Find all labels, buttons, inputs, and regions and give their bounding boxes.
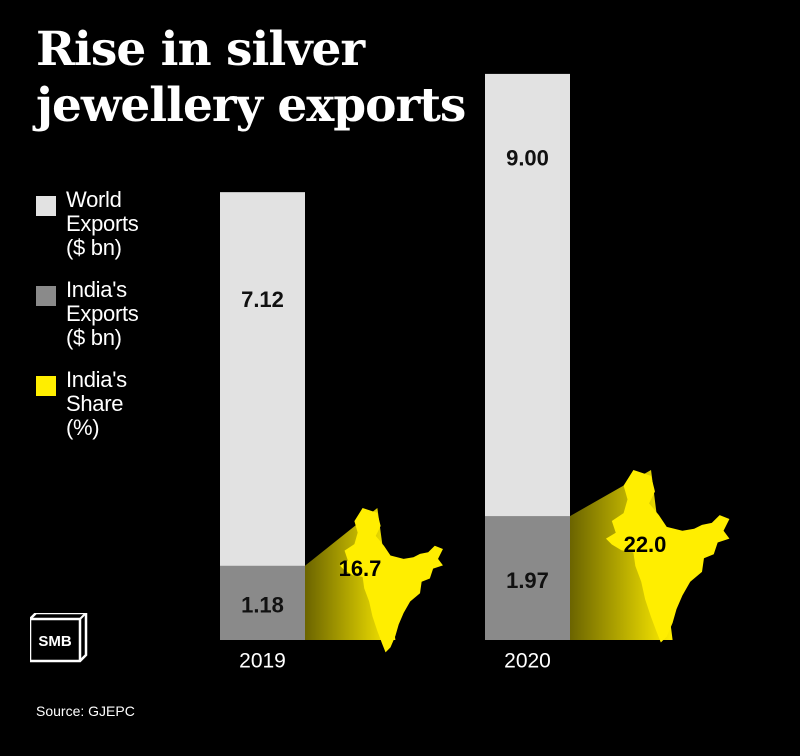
label-world-exports-2019: 7.12 [241, 287, 284, 312]
legend-label: World [66, 187, 122, 212]
x-tick-label-2019: 2019 [239, 650, 286, 673]
bar-india-exports-2019 [220, 565, 305, 640]
x-tick-label-2020: 2020 [504, 650, 551, 673]
label-india-exports-2020: 1.97 [506, 568, 549, 593]
smb-logo: SMB [30, 613, 88, 663]
source-note: Source: GJEPC [36, 703, 135, 719]
legend-label: Exports [66, 301, 139, 326]
title-line-2: jewellery exports [36, 78, 466, 133]
legend-label: (%) [66, 415, 100, 440]
legend-label: Exports [66, 211, 139, 236]
logo-text: SMB [38, 633, 72, 650]
legend-swatch-india-exports [36, 286, 56, 306]
legend: World Exports ($ bn) India's Exports ($ … [36, 188, 206, 458]
legend-label: India's [66, 367, 127, 392]
legend-label: Share [66, 391, 124, 416]
legend-swatch-india-share [36, 376, 56, 396]
legend-item-india-share: India's Share (%) [36, 368, 206, 458]
legend-label: ($ bn) [66, 235, 122, 260]
legend-item-world-exports: World Exports ($ bn) [36, 188, 206, 278]
bars-layer: 7.12 1.18 16.7 2019 9.00 1.97 22.0 2020 [220, 73, 730, 673]
bar-india-exports-2020 [485, 516, 570, 640]
legend-label: ($ bn) [66, 325, 122, 350]
label-india-share-2020: 22.0 [624, 532, 667, 557]
title-line-1: Rise in silver [36, 22, 365, 77]
label-india-share-2019: 16.7 [339, 556, 382, 581]
label-india-exports-2019: 1.18 [241, 593, 284, 618]
legend-label: India's [66, 277, 127, 302]
chart-title: Rise in silver jewellery exports [36, 22, 466, 134]
label-world-exports-2020: 9.00 [506, 146, 549, 171]
legend-swatch-world-exports [36, 196, 56, 216]
bar-world-exports-2019 [220, 192, 305, 641]
legend-item-india-exports: India's Exports ($ bn) [36, 278, 206, 368]
